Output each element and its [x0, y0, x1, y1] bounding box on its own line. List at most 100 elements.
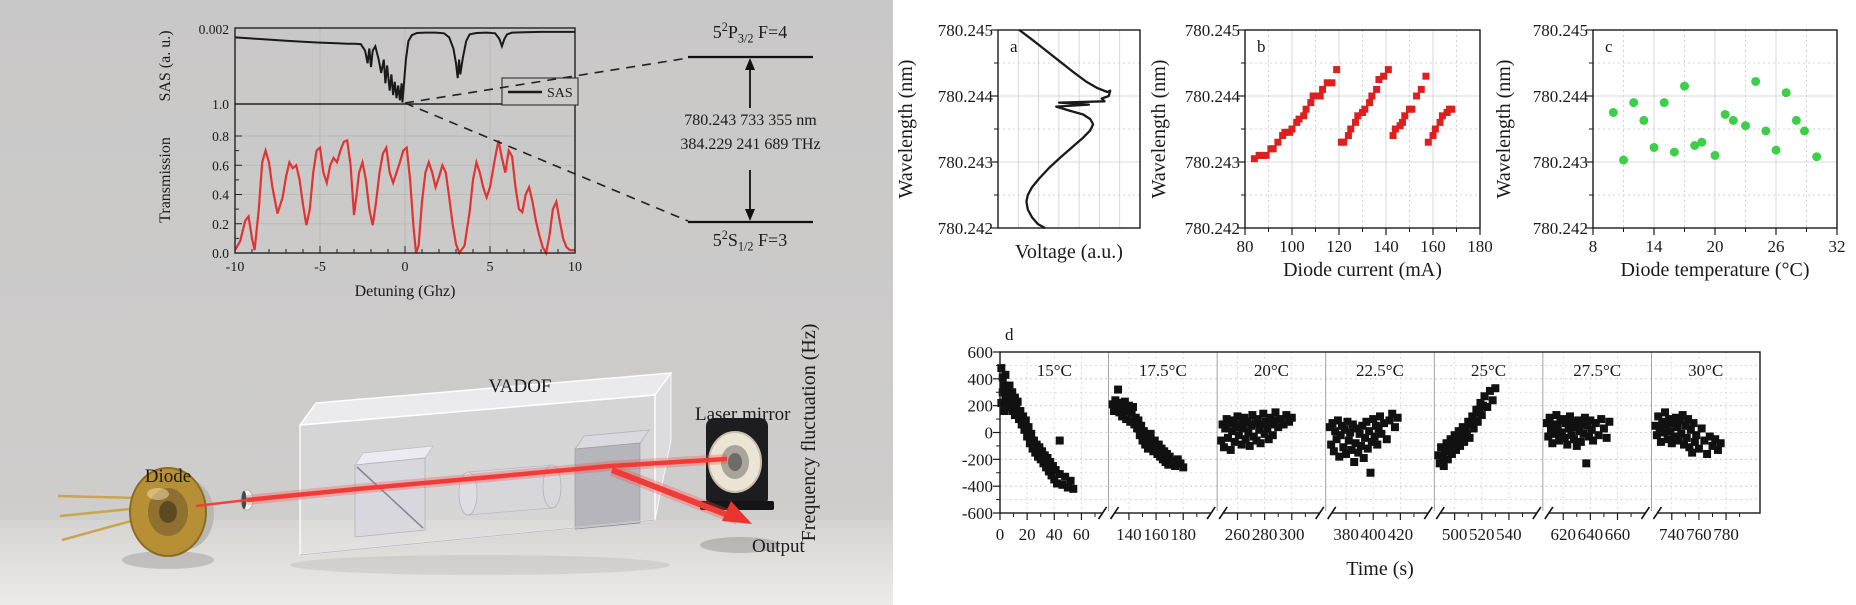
output-label: Output: [752, 536, 805, 557]
x-tick-label: 40: [1046, 525, 1063, 544]
x-tick-label: 180: [1170, 525, 1196, 544]
laser-beam: [195, 454, 728, 508]
lower-energy-level-label: 52S1/2 F=3: [712, 228, 788, 254]
y-tick-label: 780.243: [938, 153, 993, 172]
x-tick-label: 20: [1019, 525, 1036, 544]
y-tick-label: 780.242: [938, 219, 993, 238]
x-tick-label: 420: [1388, 525, 1414, 544]
x-tick-label: 540: [1496, 525, 1522, 544]
x-tick-label: 760: [1686, 525, 1712, 544]
transition-frequency-label: 384.229 241 689 THz: [680, 136, 821, 153]
x-tick-label: -5: [314, 260, 326, 275]
y-tick-label: 400: [968, 370, 994, 389]
laser-mirror-label: Laser mirror: [695, 404, 791, 425]
y-tick-label: 0: [985, 424, 994, 443]
y-tick-label: 780.245: [1533, 21, 1588, 40]
frequency-fluctuation-chart: 0 20 40 60 15°C 140 160 180 17.5°C 260 280 300 20°C 3…: [798, 324, 1761, 580]
wavelength-vs-current-chart: 780.242 780.243 780.244 780.245 80 100 120 140 1…: [1148, 21, 1493, 281]
y-tick-label: 780.245: [1185, 21, 1240, 40]
x-tick-label: 180: [1467, 237, 1493, 256]
y-tick-label: 780.244: [1185, 87, 1241, 106]
panel-letter: b: [1257, 37, 1266, 56]
y-tick-label: 780.244: [938, 87, 994, 106]
y-tick-label: -200: [962, 450, 993, 469]
x-tick-label: 14: [1646, 237, 1664, 256]
x-tick-label: 160: [1420, 237, 1446, 256]
x-tick-label: 20: [1707, 237, 1724, 256]
y-tick-label: 0.2: [212, 217, 229, 232]
y-tick-label: 0.0: [212, 246, 229, 261]
x-axis-title: Diode current (mA): [1283, 259, 1442, 281]
x-tick-label: 380: [1333, 525, 1359, 544]
y-tick-label: 0.8: [212, 129, 229, 144]
segment-temperature-label: 27.5°C: [1573, 361, 1621, 380]
y-axis-title: Wavelength (nm): [895, 60, 917, 199]
y-tick-label: 780.242: [1185, 219, 1240, 238]
x-tick-label: 400: [1360, 525, 1386, 544]
segment-temperature-label: 22.5°C: [1356, 361, 1404, 380]
x-tick-label: 300: [1279, 525, 1305, 544]
x-tick-label: 660: [1605, 525, 1631, 544]
x-tick-label: 620: [1550, 525, 1576, 544]
beamsplitter-cube: [354, 445, 434, 538]
y-tick-label: 200: [968, 397, 994, 416]
y-tick-label: 780.243: [1533, 153, 1588, 172]
x-tick-label: 260: [1225, 525, 1251, 544]
segment-temperature-label: 15°C: [1037, 361, 1072, 380]
segment-temperature-label: 17.5°C: [1139, 361, 1187, 380]
x-tick-label: 640: [1578, 525, 1604, 544]
y-tick-label: 780.245: [938, 21, 993, 40]
legend-label: SAS: [547, 86, 573, 101]
x-tick-label: 140: [1116, 525, 1142, 544]
segment-temperature-label: 30°C: [1688, 361, 1723, 380]
time-series-segment: [1542, 411, 1614, 468]
x-tick-label: 8: [1589, 237, 1598, 256]
x-tick-label: 60: [1073, 525, 1090, 544]
legend: SAS: [501, 77, 579, 106]
y-tick-label: 1.0: [212, 97, 229, 112]
y-tick-label: 600: [968, 343, 994, 362]
transmission-series: [234, 138, 575, 257]
time-series-segment: [1108, 385, 1188, 472]
sas-transmission-chart: -10 -5 0 5 10 Detuning (Ghz) 0.0 0.2 0.4 0.6 0.8 1.…: [157, 22, 582, 300]
x-tick-label: 32: [1829, 237, 1846, 256]
y-axis-title: Wavelength (nm): [1493, 60, 1515, 199]
callout-dashed-lines: [404, 57, 689, 222]
time-series-segment: [1651, 408, 1725, 458]
experimental-setup-panel: -10 -5 0 5 10 Detuning (Ghz) 0.0 0.2 0.4 0.6 0.8 1.…: [0, 0, 893, 605]
c-series: [1608, 76, 1822, 165]
laser-diode: [57, 467, 214, 557]
transmission-axis-title: Transmission: [157, 137, 174, 223]
x-tick-label: 0: [402, 260, 409, 275]
b-series: [1250, 66, 1456, 163]
upper-energy-level-label: 52P3/2 F=4: [712, 20, 788, 46]
time-series-segment: [997, 364, 1078, 493]
vadof-label: VADOF: [488, 376, 552, 397]
x-tick-label: 26: [1768, 237, 1785, 256]
x-axis-title: Detuning (Ghz): [355, 283, 456, 300]
wavelength-vs-temperature-chart: 780.242 780.243 780.244 780.245 8 14 20 26 32 Dio…: [1493, 21, 1846, 281]
y-tick-label: -400: [962, 477, 993, 496]
x-axis-title: Voltage (a.u.): [1015, 241, 1123, 263]
x-tick-label: 280: [1252, 525, 1278, 544]
panel-letter: d: [1005, 325, 1014, 344]
y-tick-label: 780.242: [1533, 219, 1588, 238]
x-tick-label: 0: [996, 525, 1005, 544]
a-series: [1018, 29, 1112, 230]
x-tick-label: 80: [1237, 237, 1254, 256]
time-series-segment: [1434, 384, 1500, 471]
panel-letter: c: [1605, 37, 1613, 56]
x-axis-title: Time (s): [1346, 558, 1414, 580]
time-series-segment: [1325, 409, 1402, 477]
optical-setup-render: [57, 55, 813, 575]
segment-temperature-label: 20°C: [1254, 361, 1289, 380]
panel-letter: a: [1010, 37, 1018, 56]
wavelength-vs-voltage-chart: 780.242 780.243 780.244 780.245 Voltage (a.u…: [895, 21, 1141, 263]
y-tick-label: -600: [962, 504, 993, 523]
x-tick-label: 100: [1279, 237, 1305, 256]
output-arrowhead: [722, 501, 752, 524]
y-tick-label: 0.002: [199, 22, 229, 37]
diode-label: Diode: [144, 466, 192, 487]
y-tick-label: 780.243: [1185, 153, 1240, 172]
